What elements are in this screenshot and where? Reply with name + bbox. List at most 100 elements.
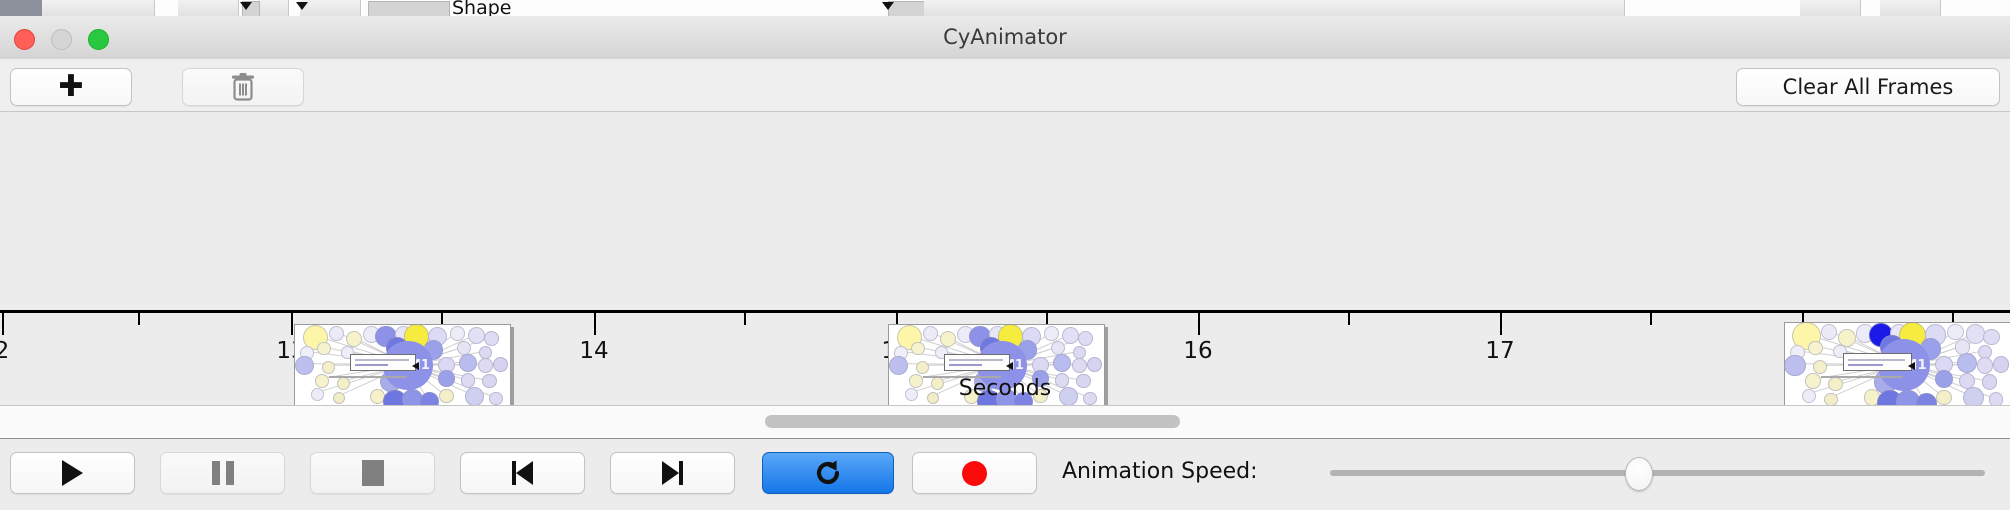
timeline-tick-label: 17	[1485, 338, 1515, 364]
graph-node	[1072, 346, 1086, 359]
graph-annotation-arrow	[1006, 361, 1014, 370]
graph-node	[311, 388, 324, 401]
play-icon	[62, 460, 83, 486]
graph-annotation-text	[354, 364, 389, 367]
graph-annotation-box	[1842, 353, 1913, 371]
graph-node	[1086, 357, 1102, 373]
graph-node	[1947, 324, 1964, 341]
graph-node	[1076, 374, 1091, 389]
timeline-scrollbar[interactable]	[0, 406, 2010, 439]
clear-all-frames-button[interactable]: Clear All Frames	[1736, 68, 2000, 106]
graph-node	[329, 326, 345, 342]
graph-node	[1981, 374, 1998, 390]
graph-node	[923, 326, 939, 342]
plus-icon: ✚	[58, 69, 84, 104]
animation-speed-slider[interactable]	[1330, 452, 1985, 492]
window-title: CyAnimator	[943, 25, 1067, 49]
graph-node	[449, 326, 465, 342]
timeline-tick-minor	[1046, 313, 1048, 325]
graph-node	[1801, 388, 1816, 403]
frame-network-graph: MCM1	[295, 325, 510, 405]
graph-node	[1956, 352, 1977, 373]
record-button[interactable]	[912, 452, 1037, 494]
maximize-button[interactable]	[88, 29, 109, 50]
graph-annotation-text	[948, 359, 1003, 362]
timeline-tick-major	[291, 313, 293, 335]
timeline-tick-minor	[138, 313, 140, 325]
slider-thumb[interactable]	[1624, 457, 1653, 491]
timeline-tick-minor	[744, 313, 746, 325]
timeline-frame-thumbnail[interactable]: MCM1	[888, 324, 1105, 405]
graph-node	[1785, 354, 1806, 376]
graph-node	[1838, 328, 1856, 347]
background-window-label: Shape	[452, 0, 512, 17]
close-button[interactable]	[14, 29, 35, 50]
timeline-frame-thumbnail[interactable]: MCM1	[294, 324, 511, 405]
graph-node	[1976, 357, 1994, 374]
skip-start-icon	[512, 461, 533, 485]
graph-caption-text	[1821, 375, 1903, 378]
add-frame-button[interactable]: ✚	[10, 68, 132, 106]
skip-end-button[interactable]	[610, 452, 735, 494]
graph-node	[1808, 340, 1823, 356]
graph-node	[1050, 340, 1065, 355]
graph-node	[467, 326, 486, 345]
play-button[interactable]	[10, 452, 135, 494]
graph-node	[1071, 358, 1087, 374]
timeline-tick-minor	[1650, 313, 1652, 325]
graph-node	[458, 353, 478, 373]
timeline-scrollbar-thumb[interactable]	[765, 415, 1180, 428]
timeline-frame-thumbnail[interactable]: MCM1	[1784, 322, 2010, 405]
transport-bar: Animation Speed:	[0, 439, 2010, 510]
timeline-panel[interactable]: 2131415161718 MCM1MCM1MCM1 Seconds	[0, 112, 2010, 406]
graph-node	[314, 373, 329, 388]
graph-node	[1824, 392, 1838, 405]
graph-node	[477, 358, 493, 374]
graph-node	[1083, 391, 1097, 405]
graph-node	[905, 388, 918, 401]
stop-button[interactable]	[310, 452, 435, 494]
graph-node	[1052, 353, 1072, 373]
graph-node	[1988, 392, 2004, 405]
graph-node	[1078, 330, 1094, 346]
timeline-axis	[0, 310, 2010, 313]
graph-node	[1962, 387, 1985, 405]
graph-node	[908, 373, 923, 388]
graph-annotation-arrow	[412, 361, 420, 370]
graph-node	[1013, 392, 1033, 405]
stop-icon	[361, 460, 384, 486]
title-bar: CyAnimator	[0, 16, 2010, 60]
clear-all-frames-label: Clear All Frames	[1782, 75, 1954, 99]
graph-node	[926, 392, 940, 405]
slider-track	[1330, 470, 1985, 476]
graph-annotation-box	[943, 354, 1011, 371]
graph-node	[482, 374, 497, 389]
skip-start-button[interactable]	[460, 452, 585, 494]
graph-node	[1061, 326, 1080, 345]
toolbar: ✚ Clear All Frames	[0, 59, 2010, 112]
graph-node	[1936, 389, 1952, 405]
graph-node	[321, 360, 335, 374]
timeline-tick-label: 2	[0, 338, 9, 364]
graph-annotation-text	[948, 364, 983, 367]
graph-node	[460, 373, 476, 388]
pause-button[interactable]	[160, 452, 285, 494]
graph-caption-text	[923, 375, 1001, 378]
graph-node	[295, 356, 315, 376]
graph-node	[1032, 370, 1049, 388]
graph-node	[1054, 373, 1070, 388]
minimize-button[interactable]	[51, 29, 72, 50]
graph-node	[464, 386, 485, 405]
graph-node	[1043, 326, 1059, 342]
delete-frame-button[interactable]	[182, 68, 304, 106]
pause-icon	[211, 461, 234, 485]
graph-node	[915, 360, 929, 374]
loop-button[interactable]	[762, 452, 894, 494]
timeline-tick-major	[1500, 313, 1502, 335]
axis-caption: Seconds	[958, 376, 1052, 401]
graph-node	[492, 357, 508, 373]
graph-node	[1812, 360, 1828, 375]
graph-caption-text	[329, 375, 407, 378]
graph-node	[439, 389, 454, 404]
background-window-strip: Shape	[0, 0, 2010, 17]
